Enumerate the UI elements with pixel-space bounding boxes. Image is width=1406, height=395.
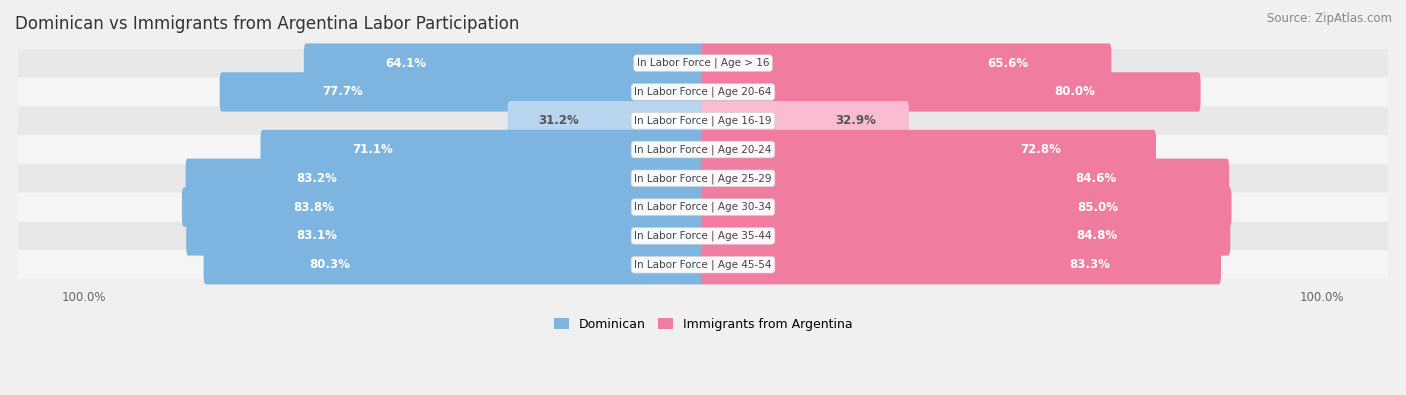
FancyBboxPatch shape [700,187,1232,227]
FancyBboxPatch shape [186,216,706,256]
Text: 83.3%: 83.3% [1070,258,1111,271]
Text: Source: ZipAtlas.com: Source: ZipAtlas.com [1267,12,1392,25]
FancyBboxPatch shape [700,101,908,141]
Text: 80.0%: 80.0% [1054,85,1095,98]
FancyBboxPatch shape [18,107,1388,135]
FancyBboxPatch shape [700,72,1201,112]
Text: 64.1%: 64.1% [385,56,426,70]
FancyBboxPatch shape [700,130,1156,169]
FancyBboxPatch shape [18,251,1388,278]
FancyBboxPatch shape [18,78,1388,106]
Text: 80.3%: 80.3% [309,258,350,271]
Text: In Labor Force | Age 45-54: In Labor Force | Age 45-54 [634,260,772,270]
Text: 85.0%: 85.0% [1077,201,1118,214]
Text: 72.8%: 72.8% [1021,143,1062,156]
FancyBboxPatch shape [260,130,706,169]
Text: 65.6%: 65.6% [987,56,1028,70]
Text: 83.2%: 83.2% [297,172,337,185]
Text: In Labor Force | Age 20-24: In Labor Force | Age 20-24 [634,144,772,155]
FancyBboxPatch shape [18,222,1388,250]
Text: 31.2%: 31.2% [537,114,578,127]
Text: 84.6%: 84.6% [1076,172,1116,185]
Text: 83.8%: 83.8% [294,201,335,214]
FancyBboxPatch shape [508,101,706,141]
FancyBboxPatch shape [181,187,706,227]
FancyBboxPatch shape [204,245,706,284]
Text: 84.8%: 84.8% [1076,229,1118,243]
FancyBboxPatch shape [18,164,1388,192]
FancyBboxPatch shape [18,49,1388,77]
Text: 83.1%: 83.1% [297,229,337,243]
FancyBboxPatch shape [304,43,706,83]
Legend: Dominican, Immigrants from Argentina: Dominican, Immigrants from Argentina [548,313,858,336]
FancyBboxPatch shape [18,136,1388,164]
FancyBboxPatch shape [700,216,1230,256]
FancyBboxPatch shape [219,72,706,112]
Text: 32.9%: 32.9% [835,114,876,127]
FancyBboxPatch shape [18,193,1388,221]
Text: In Labor Force | Age 35-44: In Labor Force | Age 35-44 [634,231,772,241]
Text: 77.7%: 77.7% [322,85,363,98]
Text: In Labor Force | Age 16-19: In Labor Force | Age 16-19 [634,115,772,126]
Text: In Labor Force | Age 30-34: In Labor Force | Age 30-34 [634,202,772,213]
FancyBboxPatch shape [700,43,1111,83]
Text: In Labor Force | Age 25-29: In Labor Force | Age 25-29 [634,173,772,184]
FancyBboxPatch shape [700,159,1229,198]
Text: 71.1%: 71.1% [353,143,394,156]
Text: In Labor Force | Age > 16: In Labor Force | Age > 16 [637,58,769,68]
FancyBboxPatch shape [186,159,706,198]
Text: In Labor Force | Age 20-64: In Labor Force | Age 20-64 [634,87,772,97]
FancyBboxPatch shape [700,245,1220,284]
Text: Dominican vs Immigrants from Argentina Labor Participation: Dominican vs Immigrants from Argentina L… [15,15,519,33]
